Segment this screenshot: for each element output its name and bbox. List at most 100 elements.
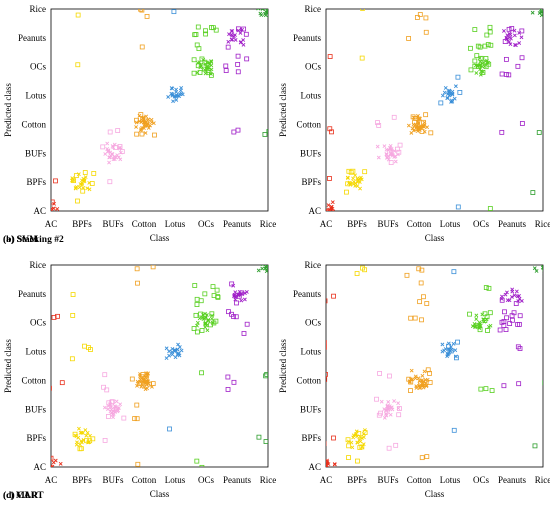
- y-tick-label: Lotus: [25, 91, 46, 101]
- point-correct: [209, 63, 214, 68]
- x-tick-label: OCs: [473, 475, 490, 485]
- point-correct: [322, 210, 325, 213]
- point-correct: [46, 211, 49, 214]
- point-correct: [361, 435, 366, 440]
- point-correct: [267, 259, 270, 262]
- point-misclassified: [264, 371, 268, 377]
- point-misclassified: [501, 383, 507, 389]
- point-misclassified: [483, 285, 489, 290]
- point-correct: [170, 350, 174, 355]
- point-correct: [519, 35, 524, 40]
- point-misclassified: [134, 131, 140, 137]
- point-misclassified: [214, 287, 220, 293]
- point-correct: [272, 265, 275, 268]
- point-correct: [543, 257, 546, 260]
- y-tick-label: BUFs: [300, 148, 322, 158]
- point-correct: [350, 445, 355, 450]
- point-correct: [46, 459, 49, 462]
- point-correct: [46, 463, 49, 466]
- point-misclassified: [171, 9, 177, 15]
- point-misclassified: [499, 71, 505, 77]
- point-correct: [261, 258, 264, 261]
- point-misclassified: [513, 301, 519, 306]
- point-misclassified: [134, 416, 140, 422]
- point-misclassified: [121, 415, 127, 421]
- point-correct: [226, 39, 231, 44]
- point-misclassified: [150, 381, 156, 387]
- point-misclassified: [199, 464, 205, 467]
- point-correct: [470, 324, 475, 329]
- point-correct: [379, 399, 384, 404]
- point-correct: [264, 5, 267, 8]
- point-correct: [262, 12, 267, 16]
- point-misclassified: [203, 28, 208, 34]
- point-correct: [361, 432, 366, 436]
- point-correct: [270, 268, 273, 271]
- point-correct: [233, 38, 238, 42]
- y-tick-label: BPFs: [26, 177, 46, 187]
- point-misclassified: [46, 180, 50, 184]
- point-correct: [114, 399, 119, 404]
- point-correct: [482, 64, 487, 69]
- point-correct: [542, 273, 543, 277]
- point-misclassified: [485, 328, 490, 333]
- point-correct: [242, 297, 247, 302]
- point-misclassified: [418, 381, 423, 387]
- point-correct: [393, 159, 398, 164]
- point-misclassified: [193, 32, 199, 37]
- point-misclassified: [199, 56, 205, 62]
- point-misclassified: [483, 386, 489, 392]
- point-misclassified: [519, 55, 525, 61]
- point-misclassified: [78, 446, 84, 452]
- point-misclassified: [137, 381, 143, 386]
- point-misclassified: [519, 28, 525, 34]
- x-tick-label: Cotton: [407, 475, 432, 485]
- point-misclassified: [51, 315, 57, 320]
- point-misclassified: [105, 414, 111, 419]
- point-correct: [138, 128, 143, 133]
- point-misclassified: [107, 129, 113, 135]
- point-misclassified: [472, 27, 478, 32]
- point-misclassified: [143, 375, 149, 381]
- point-correct: [358, 186, 362, 191]
- point-correct: [514, 289, 519, 294]
- point-correct: [264, 269, 268, 274]
- point-misclassified: [345, 437, 351, 443]
- point-misclassified: [489, 388, 495, 393]
- y-tick-label: Cotton: [296, 375, 321, 385]
- point-correct: [261, 254, 264, 257]
- point-misclassified: [417, 12, 423, 17]
- point-misclassified: [114, 406, 119, 412]
- point-correct: [176, 342, 180, 347]
- point-misclassified: [386, 445, 392, 451]
- point-misclassified: [509, 317, 515, 323]
- point-misclassified: [542, 380, 543, 386]
- point-correct: [326, 209, 327, 210]
- point-correct: [241, 38, 246, 42]
- point-correct: [510, 287, 515, 292]
- point-correct: [517, 41, 522, 45]
- x-tick-label: Rice: [535, 475, 550, 485]
- point-correct: [452, 96, 457, 101]
- point-correct: [140, 125, 145, 130]
- x-tick-label: OCs: [198, 475, 215, 485]
- point-correct: [164, 346, 169, 351]
- point-correct: [544, 262, 547, 265]
- point-misclassified: [396, 412, 402, 418]
- point-misclassified: [344, 189, 349, 195]
- point-correct: [389, 147, 394, 152]
- point-misclassified: [448, 348, 454, 354]
- point-misclassified: [115, 128, 121, 133]
- y-tick-label: Peanuts: [293, 289, 321, 299]
- panel-tag: (a) Stacking #2: [3, 234, 64, 245]
- point-correct: [270, 265, 273, 268]
- point-correct: [385, 156, 389, 160]
- point-correct: [46, 464, 49, 467]
- point-misclassified: [515, 63, 521, 69]
- point-correct: [328, 470, 331, 473]
- point-correct: [539, 259, 542, 262]
- plot-frame: [50, 264, 269, 468]
- point-correct: [453, 84, 458, 89]
- y-tick-label: Cotton: [21, 375, 46, 385]
- point-correct: [539, 10, 543, 15]
